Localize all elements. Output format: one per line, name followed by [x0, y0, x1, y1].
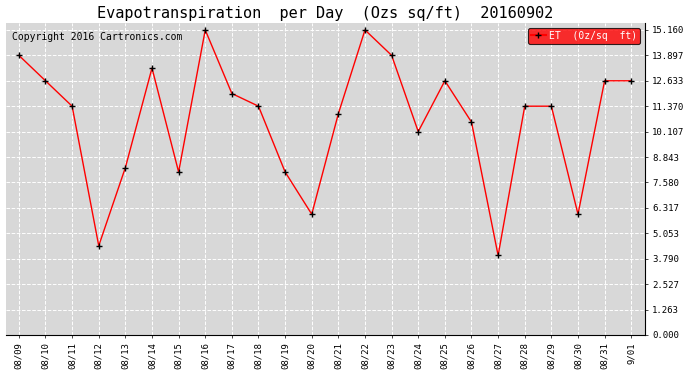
Title: Evapotranspiration  per Day  (Ozs sq/ft)  20160902: Evapotranspiration per Day (Ozs sq/ft) 2… [97, 6, 553, 21]
Text: Copyright 2016 Cartronics.com: Copyright 2016 Cartronics.com [12, 33, 182, 42]
Legend: ET  (0z/sq  ft): ET (0z/sq ft) [529, 28, 640, 44]
